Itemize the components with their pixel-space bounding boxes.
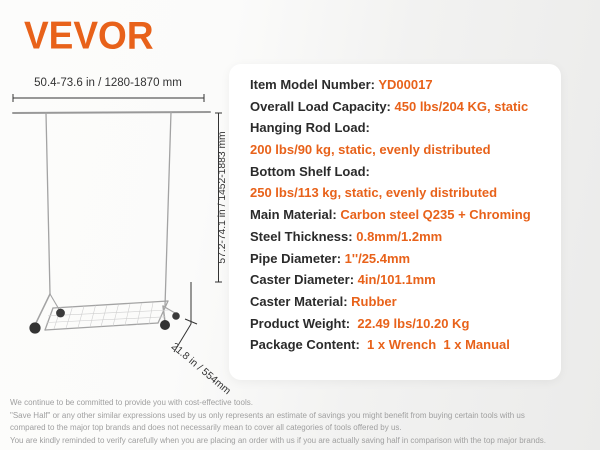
svg-text:57.2-74.1 in / 1452-1883 mm: 57.2-74.1 in / 1452-1883 mm — [217, 131, 228, 263]
svg-text:50.4-73.6 in / 1280-1870 mm: 50.4-73.6 in / 1280-1870 mm — [34, 77, 182, 89]
svg-text:21.8 in / 554mm: 21.8 in / 554mm — [169, 341, 233, 397]
